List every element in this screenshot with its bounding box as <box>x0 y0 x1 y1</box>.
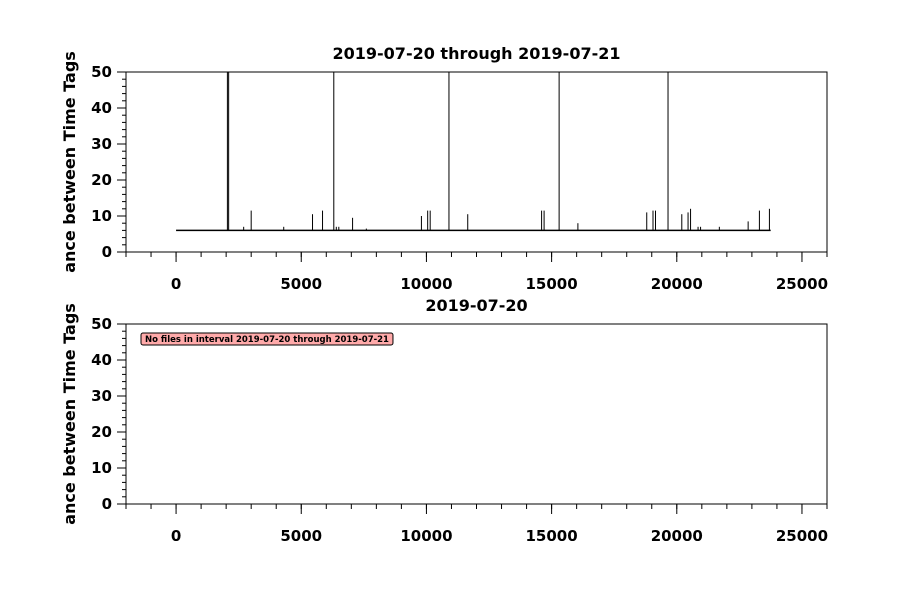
plot-frame <box>125 71 828 253</box>
x-tick-label: 0 <box>171 275 181 293</box>
chart-title: 2019-07-20 through 2019-07-21 <box>333 44 621 63</box>
x-tick-label: 15000 <box>526 527 578 545</box>
annotation-box <box>140 332 394 346</box>
y-tick-label: 30 <box>91 135 112 153</box>
x-tick-label: 25000 <box>776 275 828 293</box>
chart-panel-2: 2019-07-20 ance between Time Tags 0 10 20 30 4… <box>60 296 828 545</box>
y-tick-label: 0 <box>102 495 112 513</box>
x-tick-label: 15000 <box>526 275 578 293</box>
x-tick-label: 5000 <box>280 527 322 545</box>
y-tick-label: 10 <box>91 207 112 225</box>
no-files-annotation: No files in interval 2019-07-20 through … <box>140 332 394 346</box>
y-tick-label: 40 <box>91 351 112 369</box>
x-tick-label: 0 <box>171 527 181 545</box>
y-tick-label: 20 <box>91 423 112 441</box>
x-tick-label: 25000 <box>776 527 828 545</box>
annotation-text: No files in interval 2019-07-20 through … <box>145 335 389 345</box>
x-tick-label: 5000 <box>280 275 322 293</box>
y-tick-label: 0 <box>102 243 112 261</box>
y-tick-label: 50 <box>91 315 112 333</box>
x-tick-label: 10000 <box>400 527 452 545</box>
y-axis-label: ance between Time Tags <box>60 303 79 525</box>
chart-panel-1: 2019-07-20 through 2019-07-21 ance betwee… <box>60 44 828 293</box>
x-tick-label: 20000 <box>651 275 703 293</box>
y-tick-label: 20 <box>91 171 112 189</box>
y-tick-label: 40 <box>91 99 112 117</box>
y-tick-label: 30 <box>91 387 112 405</box>
chart-title: 2019-07-20 <box>425 296 527 315</box>
x-tick-label: 20000 <box>651 527 703 545</box>
y-tick-label: 50 <box>91 63 112 81</box>
y-axis-label: ance between Time Tags <box>60 51 79 273</box>
x-tick-label: 10000 <box>400 275 452 293</box>
y-tick-label: 10 <box>91 459 112 477</box>
plot-frame <box>125 323 828 505</box>
